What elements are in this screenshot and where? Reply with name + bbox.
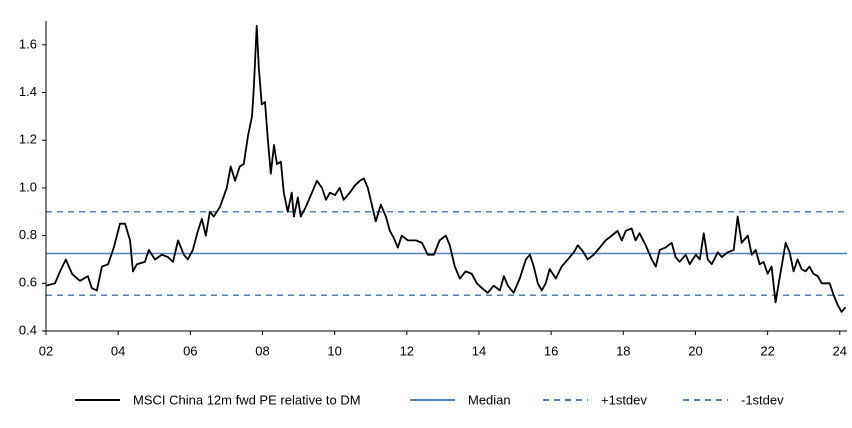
y-tick-label: 1.2 [19,132,37,147]
x-tick-label: 16 [544,343,558,358]
x-tick-label: 10 [327,343,341,358]
legend-label: MSCI China 12m fwd PE relative to DM [133,392,361,407]
y-tick-label: 0.8 [19,227,37,242]
y-tick-label: 0.4 [19,322,37,337]
legend-label: -1stdev [741,392,784,407]
x-tick-label: 04 [111,343,125,358]
data-line [45,24,847,313]
x-tick-label: 20 [688,343,702,358]
y-tick-label: 1.4 [19,84,37,99]
x-tick-label: 02 [39,343,53,358]
y-tick-label: 1.6 [19,36,37,51]
x-tick-label: 08 [255,343,269,358]
legend-label: Median [468,392,511,407]
x-tick-label: 06 [183,343,197,358]
x-tick-label: 24 [833,343,847,358]
legend-label: +1stdev [601,392,647,407]
x-tick-label: 14 [472,343,486,358]
y-tick-label: 0.6 [19,275,37,290]
x-tick-label: 12 [400,343,414,358]
x-tick-label: 22 [760,343,774,358]
x-tick-label: 18 [616,343,630,358]
y-tick-label: 1.0 [19,179,37,194]
